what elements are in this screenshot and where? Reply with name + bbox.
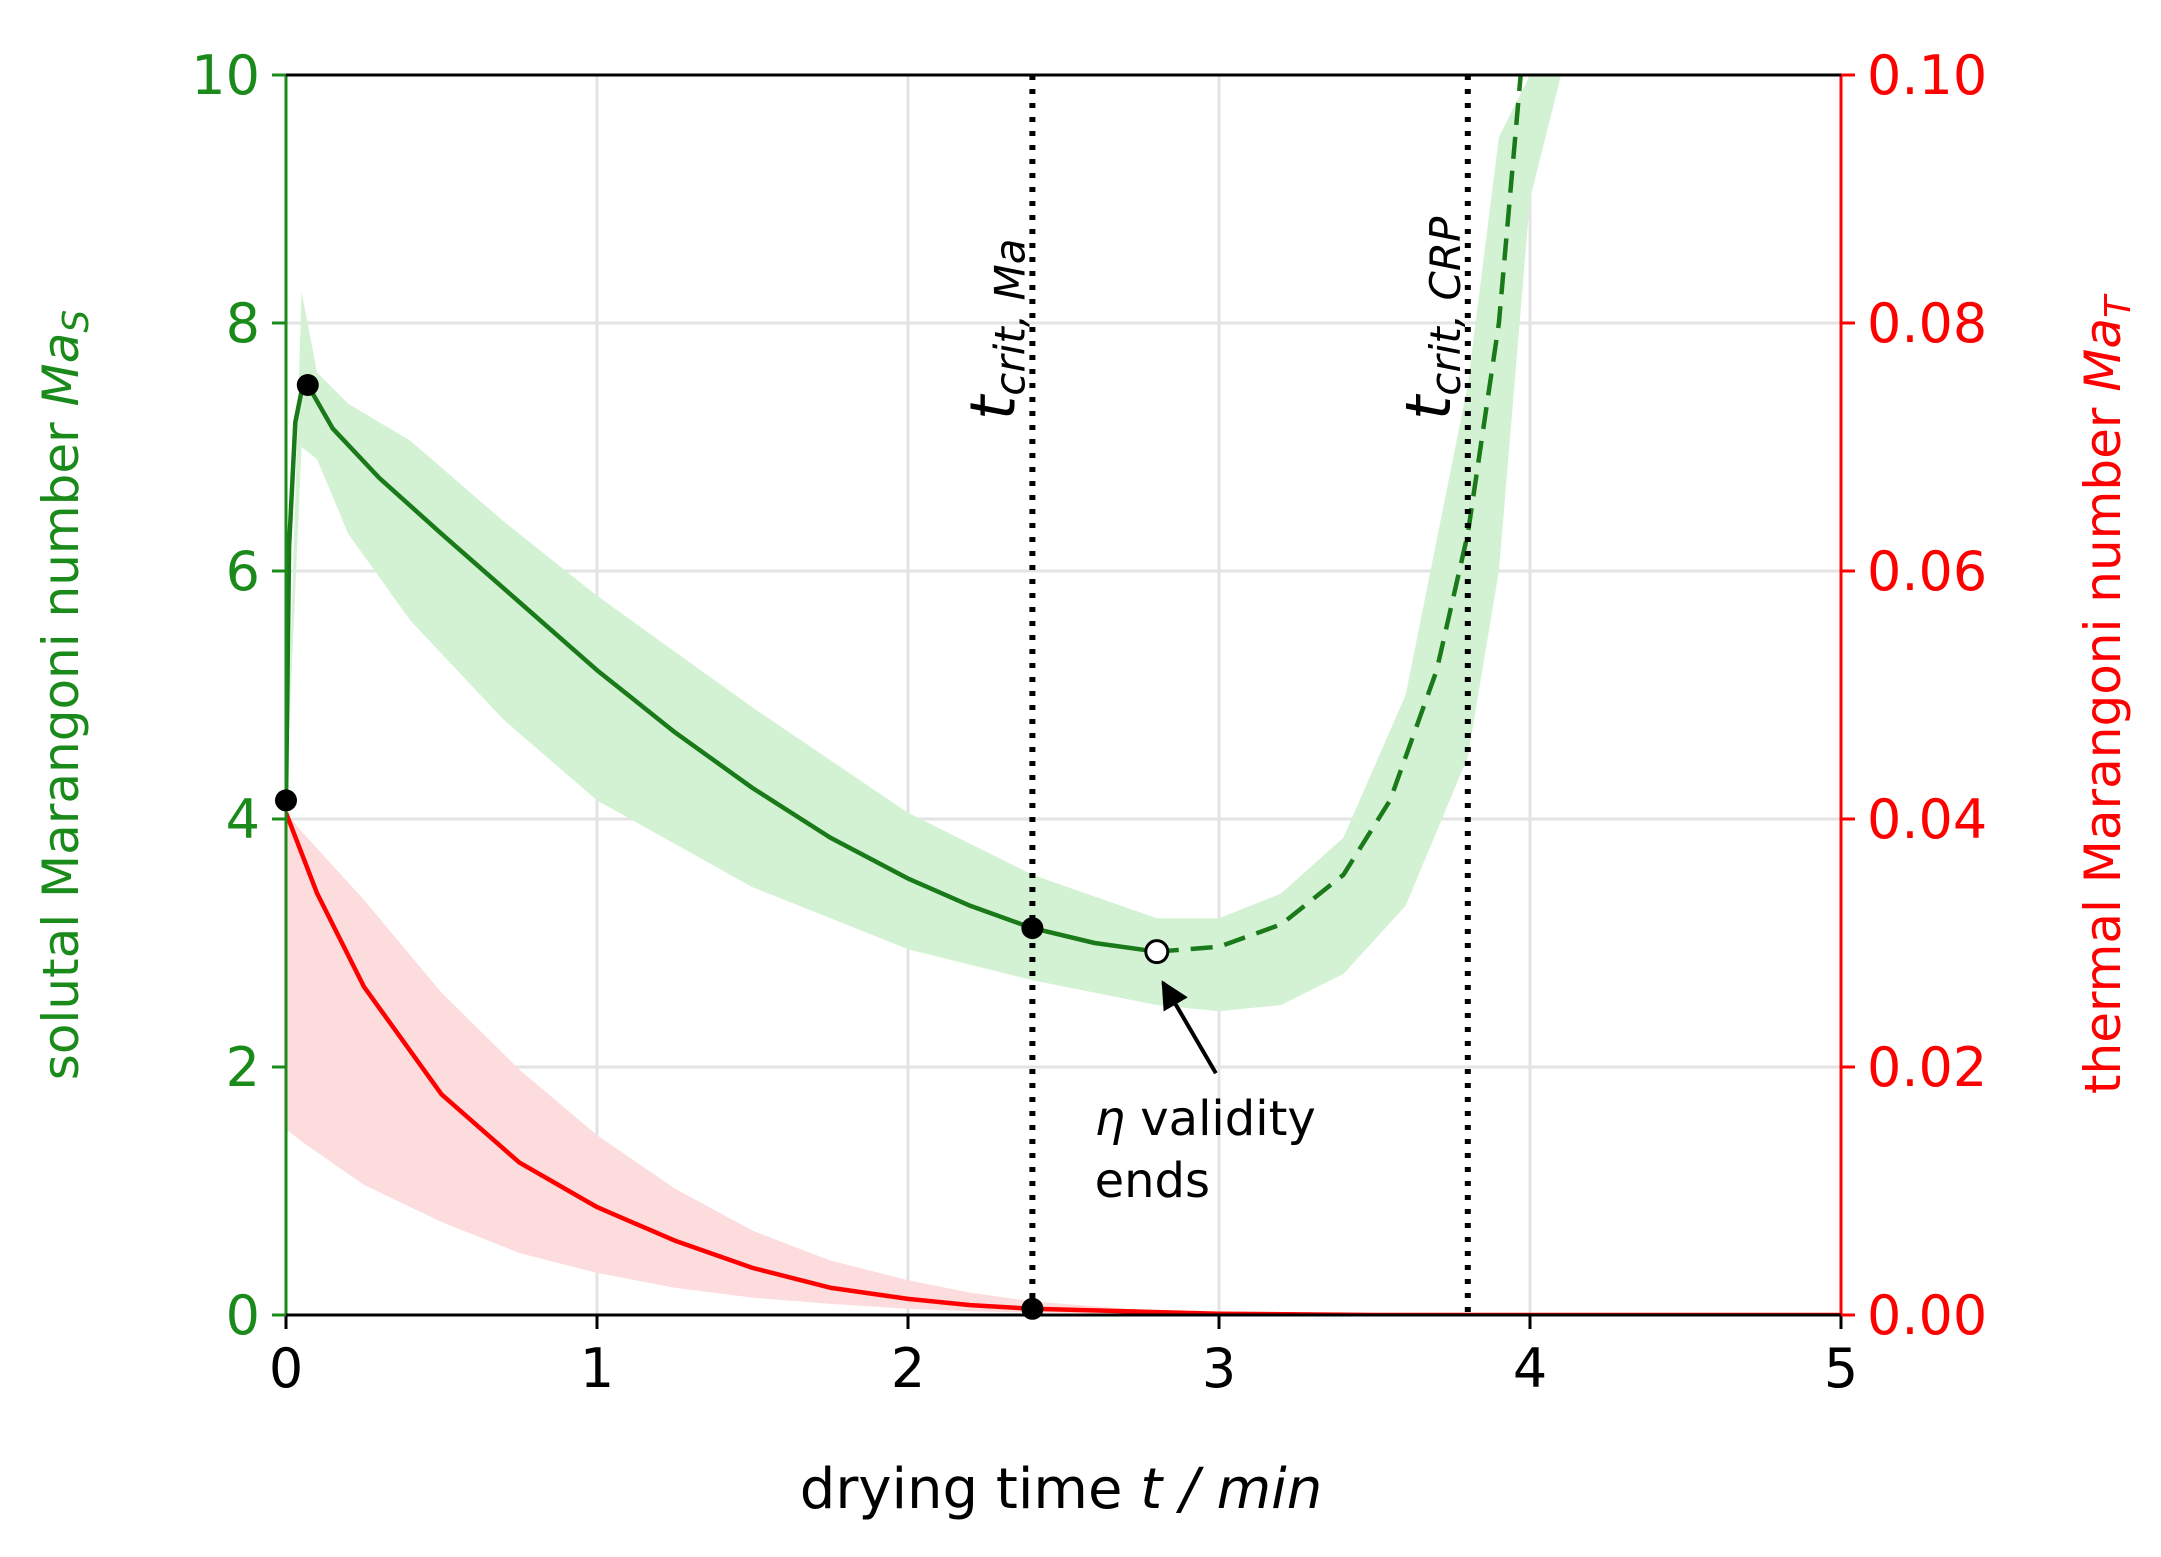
critical-time-subscript: crit, CRP xyxy=(1421,216,1470,396)
critical-time-symbol: t xyxy=(1392,393,1465,420)
left-axis-title-text: solutal Marangoni number xyxy=(32,406,90,1080)
right-tick-label: 0.06 xyxy=(1867,540,1987,603)
right-axis-title-variable: Ma xyxy=(2074,318,2132,392)
axes: 0 1 2 3 4 5 0 2 4 6 8 10 0.00 0.02 0.04 0.06 0.08 0.10 xyxy=(191,44,1987,1400)
right-tick-label: 0.10 xyxy=(1867,44,1987,107)
x-axis-title-text: drying time xyxy=(800,1457,1140,1522)
axis-labels: drying time t / min solutal Marangoni num… xyxy=(32,293,2139,1522)
annotation-line-2: ends xyxy=(1095,1153,1210,1209)
right-axis-title-subscript: T xyxy=(2098,293,2139,318)
right-tick-label: 0.08 xyxy=(1867,292,1987,355)
filled-marker xyxy=(296,374,319,396)
right-tick-label: 0.04 xyxy=(1867,788,1987,851)
left-tick-label: 0 xyxy=(226,1284,260,1347)
uncertainty-band-2 xyxy=(286,812,1530,1315)
right-axis-title-text: thermal Marangoni number xyxy=(2074,392,2132,1094)
filled-marker xyxy=(1021,1297,1044,1320)
left-tick-label: 10 xyxy=(191,44,260,107)
annotation-line-1: validity xyxy=(1125,1091,1316,1147)
annotation-text: η validity ends xyxy=(1095,1091,1316,1209)
left-tick-label: 4 xyxy=(226,788,260,851)
x-tick-label: 2 xyxy=(891,1337,925,1400)
left-tick-label: 8 xyxy=(226,292,260,355)
x-tick-label: 5 xyxy=(1824,1337,1858,1400)
annotation-arrow xyxy=(1161,980,1218,1075)
left-tick-label: 2 xyxy=(226,1036,260,1099)
critical-time-subscript: crit, Ma xyxy=(985,239,1034,396)
uncertainty-band-1 xyxy=(286,75,1562,1012)
annotation-symbol: η xyxy=(1095,1091,1125,1147)
x-axis-title-variable: t / min xyxy=(1140,1457,1322,1522)
right-axis-title: thermal Marangoni number MaT xyxy=(2074,293,2139,1094)
x-tick-label: 0 xyxy=(269,1337,303,1400)
filled-marker xyxy=(1021,917,1044,940)
critical-time-label-2: tcrit, CRP xyxy=(1392,216,1470,420)
x-axis-title: drying time t / min xyxy=(800,1457,1322,1522)
critical-time-symbol: t xyxy=(956,393,1029,420)
left-axis-title-variable: Ma xyxy=(32,333,90,407)
right-tick-label: 0.02 xyxy=(1867,1036,1987,1099)
x-tick-label: 3 xyxy=(1202,1337,1236,1400)
right-tick-label: 0.00 xyxy=(1867,1284,1987,1347)
x-tick-label: 4 xyxy=(1513,1337,1547,1400)
critical-time-label-1: tcrit, Ma xyxy=(956,239,1034,420)
x-tick-label: 1 xyxy=(580,1337,614,1400)
filled-marker xyxy=(275,789,297,812)
left-axis-title-subscript: S xyxy=(56,310,97,333)
series-dashed-line-1 xyxy=(1156,75,1523,954)
annotation: η validity ends xyxy=(1095,980,1316,1209)
left-axis-title: solutal Marangoni number MaS xyxy=(32,310,97,1080)
uncertainty-bands xyxy=(286,75,1562,1315)
series-line-1 xyxy=(286,382,1158,954)
markers xyxy=(275,374,1170,1320)
left-tick-label: 6 xyxy=(226,540,260,603)
open-marker xyxy=(1144,939,1170,965)
